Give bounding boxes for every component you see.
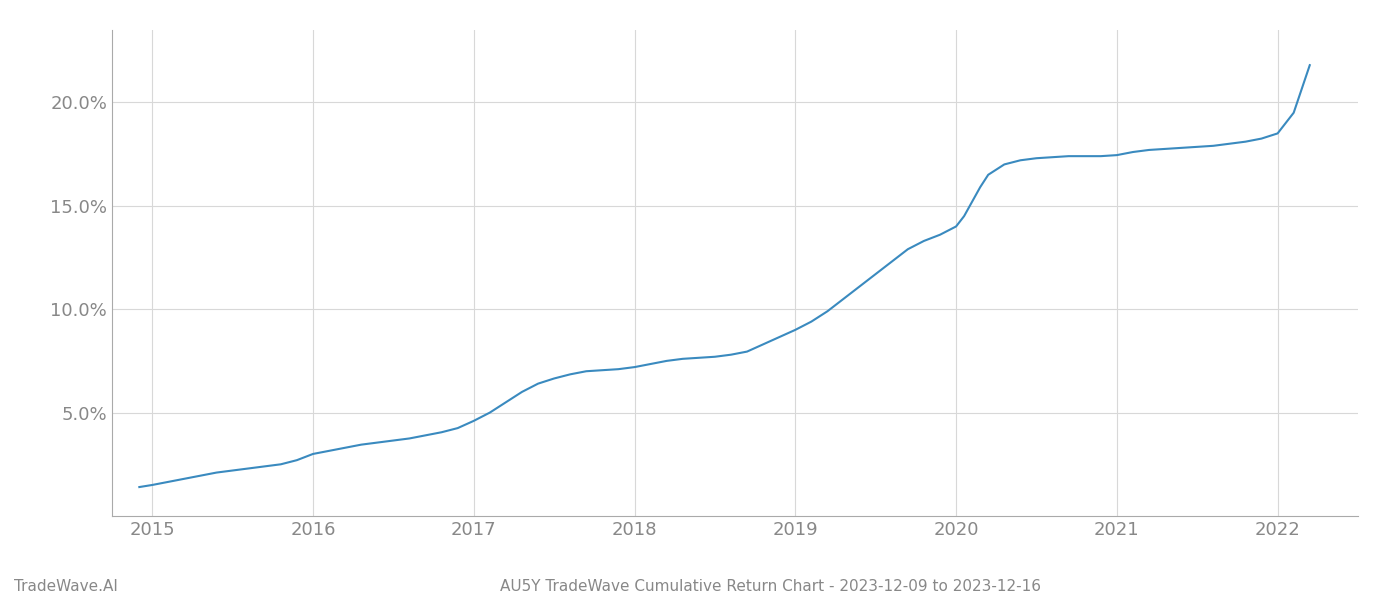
Text: AU5Y TradeWave Cumulative Return Chart - 2023-12-09 to 2023-12-16: AU5Y TradeWave Cumulative Return Chart -… — [500, 579, 1040, 594]
Text: TradeWave.AI: TradeWave.AI — [14, 579, 118, 594]
